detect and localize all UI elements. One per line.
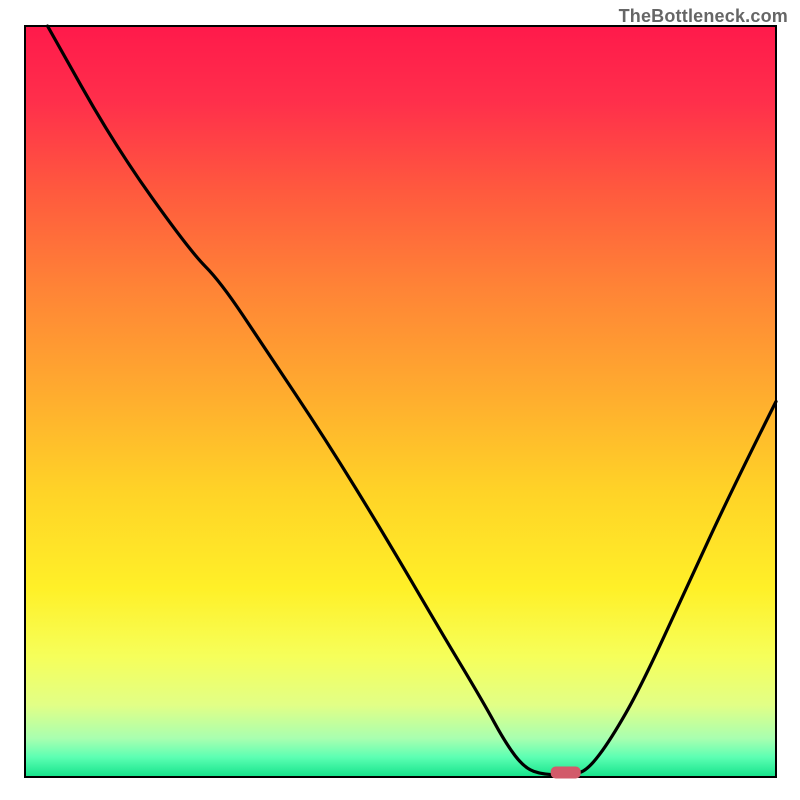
- chart-container: TheBottleneck.com: [0, 0, 800, 800]
- optimal-marker: [551, 766, 581, 778]
- watermark-text: TheBottleneck.com: [619, 6, 788, 27]
- plot-area: [25, 26, 776, 779]
- bottleneck-chart: [0, 0, 800, 800]
- gradient-background: [26, 27, 775, 776]
